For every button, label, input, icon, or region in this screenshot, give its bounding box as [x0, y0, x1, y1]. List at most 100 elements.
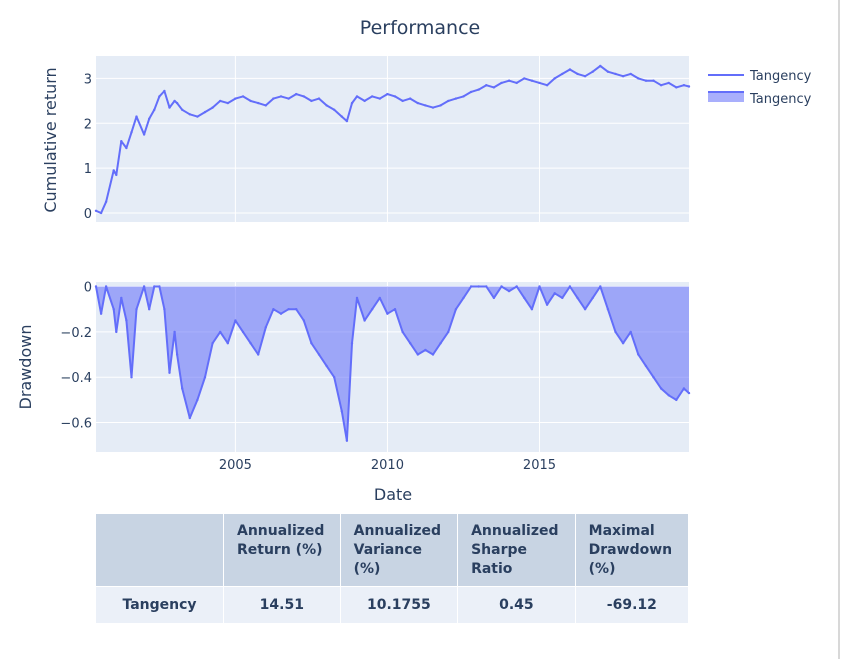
x-tick-label: 2015: [523, 458, 556, 473]
x-axis-title: Date: [374, 485, 412, 504]
data-point: [148, 117, 151, 121]
data-point: [675, 398, 678, 402]
data-point: [325, 104, 328, 107]
data-point: [173, 99, 176, 103]
drawdown-area: [96, 286, 689, 441]
data-point: [659, 84, 663, 87]
data-point: [523, 296, 526, 300]
data-point: [345, 119, 349, 123]
data-point: [272, 97, 275, 100]
performance-chart: Performance 0 1 2 3 Cumulative return 0 −0.2…: [16, 17, 812, 504]
x-tick-label: 2010: [371, 458, 404, 473]
data-point: [94, 285, 98, 288]
data-point: [168, 106, 171, 109]
data-point: [606, 70, 610, 73]
data-point: [553, 292, 556, 295]
data-point: [401, 99, 404, 103]
data-point: [431, 353, 435, 356]
data-point: [158, 95, 161, 98]
data-point: [153, 108, 156, 112]
data-point: [272, 308, 275, 311]
y-tick-label: 1: [84, 162, 92, 177]
bottom-plot-y-ticks: 0 −0.2 −0.4 −0.6: [60, 281, 92, 432]
data-point: [401, 330, 404, 334]
data-point: [629, 330, 632, 334]
data-point: [148, 308, 151, 311]
data-point: [196, 115, 199, 118]
drawdown-line: [95, 285, 690, 442]
data-point: [120, 140, 123, 143]
data-point: [637, 353, 640, 356]
data-point: [545, 84, 549, 87]
data-point: [219, 99, 222, 103]
data-point: [687, 85, 691, 88]
table-cell: 0.45: [457, 586, 576, 623]
y-tick-label: −0.6: [60, 417, 92, 432]
data-point: [130, 131, 133, 134]
data-point: [163, 308, 166, 311]
table-header-cell: Maximal Drawdown (%): [575, 514, 690, 587]
data-point: [211, 342, 214, 345]
data-point: [333, 108, 336, 112]
data-point: [287, 308, 290, 311]
data-point: [424, 104, 427, 107]
data-point: [234, 319, 237, 322]
data-point: [181, 387, 184, 390]
data-point: [130, 376, 133, 379]
data-point: [196, 398, 199, 402]
data-point: [659, 387, 663, 390]
legend-item-area[interactable]: Tangency: [708, 91, 812, 107]
data-point: [94, 209, 98, 212]
data-point: [591, 70, 594, 73]
data-point: [576, 72, 579, 76]
data-point: [249, 99, 252, 103]
data-point: [120, 296, 123, 300]
data-point: [317, 97, 321, 100]
data-point: [583, 75, 587, 78]
data-point: [163, 89, 166, 93]
data-point: [462, 95, 465, 98]
panel-divider: [838, 0, 840, 659]
data-point: [652, 79, 655, 82]
data-point: [112, 308, 115, 311]
top-plot-y-ticks: 0 1 2 3: [84, 72, 92, 222]
cumulative-return-series[interactable]: [94, 64, 691, 215]
data-point: [644, 364, 648, 368]
data-point: [295, 308, 298, 311]
data-point: [492, 296, 496, 300]
table-cell: -69.12: [575, 586, 690, 623]
y-tick-label: 0: [84, 207, 92, 222]
data-point: [469, 285, 473, 288]
data-point: [599, 64, 602, 68]
data-point: [416, 353, 419, 356]
data-point: [621, 75, 625, 78]
data-point: [454, 308, 458, 311]
data-point: [241, 330, 245, 334]
data-point: [675, 86, 678, 89]
legend[interactable]: Tangency Tangency: [708, 69, 812, 107]
data-point: [302, 319, 305, 322]
data-point: [393, 95, 397, 98]
data-point: [523, 77, 526, 80]
data-point: [447, 99, 450, 103]
data-point: [477, 88, 480, 91]
data-point: [667, 394, 670, 397]
data-point: [234, 97, 237, 100]
bottom-plot-x-ticks: 2005 2010 2015: [219, 458, 556, 473]
data-point: [279, 312, 283, 315]
data-point: [219, 330, 222, 334]
data-point: [188, 113, 191, 116]
y-tick-label: 0: [84, 281, 92, 296]
legend-label-line: Tangency: [749, 69, 812, 84]
data-point: [515, 81, 518, 85]
data-point: [568, 285, 572, 288]
data-point: [99, 312, 103, 315]
data-point: [576, 296, 579, 300]
drawdown-series[interactable]: [94, 285, 691, 442]
data-point: [515, 285, 518, 288]
data-point: [264, 104, 267, 107]
legend-item-line[interactable]: Tangency: [708, 69, 812, 84]
data-point: [469, 90, 473, 94]
data-point: [667, 81, 670, 85]
data-point: [409, 342, 412, 345]
